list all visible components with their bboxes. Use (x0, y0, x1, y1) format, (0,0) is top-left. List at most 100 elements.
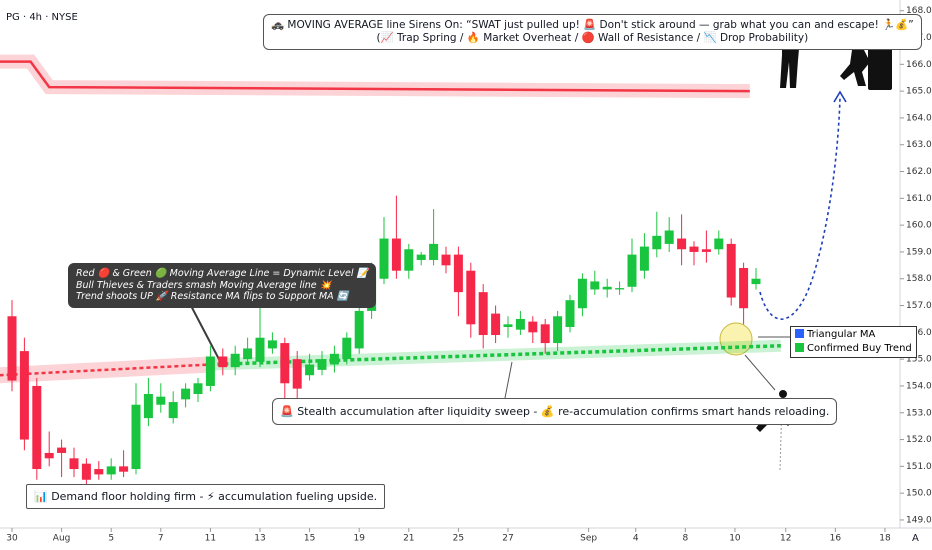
candle-body (243, 348, 253, 360)
candle-body (416, 254, 426, 260)
projection-path (759, 97, 841, 320)
candle-body (267, 340, 277, 349)
legend-label: Triangular MA (807, 329, 876, 340)
y-tick-label: 154.00 (906, 381, 932, 391)
candle-body (615, 288, 625, 290)
annotation-line: Trend shoots UP 🚀 Resistance MA flips to… (76, 291, 349, 302)
y-tick-label: 161.00 (906, 194, 932, 204)
annotation-line: Bull Thieves & Traders smash Moving Aver… (76, 279, 332, 291)
annotation-dark: Red 🔴 & Green 🟢 Moving Average Line = Dy… (68, 263, 377, 308)
candle-body (81, 463, 91, 480)
x-tick-label: 13 (254, 534, 265, 544)
candle-body (255, 337, 265, 362)
candle-body (69, 458, 79, 470)
legend: Triangular MA Confirmed Buy Trend (790, 326, 917, 358)
candle-body (714, 238, 724, 250)
candle-body (57, 447, 67, 453)
candle-body (181, 388, 191, 400)
y-tick-label: 155.00 (906, 355, 932, 365)
support-ma-left (0, 363, 211, 377)
auto-scale-button[interactable]: A (912, 533, 919, 544)
x-tick-label: 18 (879, 534, 891, 544)
candle-body (193, 383, 203, 394)
candle-body (404, 249, 414, 271)
candle-body (677, 238, 687, 250)
candle-body (503, 324, 513, 327)
y-tick-label: 163.00 (906, 140, 932, 150)
legend-swatch (795, 329, 804, 338)
x-tick-label: 4 (633, 534, 639, 544)
candle-body (453, 254, 463, 293)
candle-body (565, 300, 575, 327)
candle-body (156, 396, 166, 405)
candle-body (317, 359, 327, 370)
candle-body (218, 356, 228, 368)
candle-body (739, 268, 749, 309)
annotation-bottom: 📊 Demand floor holding firm - ⚡ accumula… (26, 484, 386, 509)
candle-body (639, 246, 649, 271)
y-tick-label: 164.00 (906, 113, 932, 123)
x-tick-label: 10 (729, 534, 741, 544)
candle-body (32, 385, 42, 470)
x-tick-label: 15 (304, 534, 315, 544)
y-tick-label: 158.00 (906, 274, 932, 284)
candle-body (7, 316, 17, 381)
annotation-line: (📈 Trap Spring / 🔥 Market Overheat / 🔴 W… (376, 32, 809, 44)
candle-body (441, 254, 451, 266)
candle-body (664, 230, 674, 244)
y-tick-label: 159.00 (906, 247, 932, 257)
y-tick-label: 153.00 (906, 408, 932, 418)
y-tick-label: 156.00 (906, 328, 932, 338)
candle-body (515, 318, 525, 330)
symbol-header: PG · 4h · NYSE (6, 12, 78, 23)
resistance-ma (0, 60, 750, 93)
y-tick-label: 157.00 (906, 301, 932, 311)
x-tick-label: 30 (6, 534, 18, 544)
candle-body (540, 324, 550, 344)
candle-body (280, 343, 290, 384)
support-ma-band (210, 339, 781, 371)
candle-body (168, 402, 178, 419)
candle-body (106, 466, 116, 475)
pointer-line (187, 299, 223, 366)
annotation-top: 🚓 MOVING AVERAGE line Sirens On: “SWAT j… (263, 14, 922, 50)
candle-body (19, 351, 29, 440)
x-tick-label: 7 (158, 534, 164, 544)
candle-body (292, 359, 302, 389)
x-tick-label: 11 (205, 534, 216, 544)
candle-body (590, 281, 600, 290)
legend-label: Confirmed Buy Trend (807, 343, 912, 354)
y-tick-label: 160.00 (906, 221, 932, 231)
legend-item: Triangular MA (795, 328, 912, 342)
annotation-line: Red 🔴 & Green 🟢 Moving Average Line = Dy… (76, 268, 369, 279)
y-tick-label: 168.00 (906, 6, 932, 16)
candle-body (466, 270, 476, 325)
candle-body (491, 313, 501, 336)
x-tick-label: Aug (53, 534, 71, 544)
candle-body (354, 310, 364, 349)
pointer-line (504, 361, 513, 399)
candle-body (602, 286, 612, 290)
candle-body (119, 466, 129, 472)
projection-arrowhead (833, 90, 847, 103)
annotation-middle: 🚨 Stealth accumulation after liquidity s… (272, 398, 838, 425)
candle-body (379, 238, 389, 279)
candle-body (528, 321, 538, 333)
pointer-line (744, 354, 776, 391)
candle-body (329, 353, 339, 365)
x-tick-label: Sep (580, 534, 597, 544)
candle-body (429, 243, 439, 260)
candle-body (205, 356, 215, 386)
candle-body (342, 337, 352, 360)
candle-body (131, 404, 141, 470)
candle-body (478, 292, 488, 336)
candle-body (701, 249, 711, 252)
candle-body (143, 393, 153, 419)
x-tick-label: 25 (453, 534, 464, 544)
candle-body (305, 364, 315, 376)
candle-body (391, 238, 401, 271)
x-tick-label: 27 (502, 534, 513, 544)
legend-item: Confirmed Buy Trend (795, 342, 912, 356)
